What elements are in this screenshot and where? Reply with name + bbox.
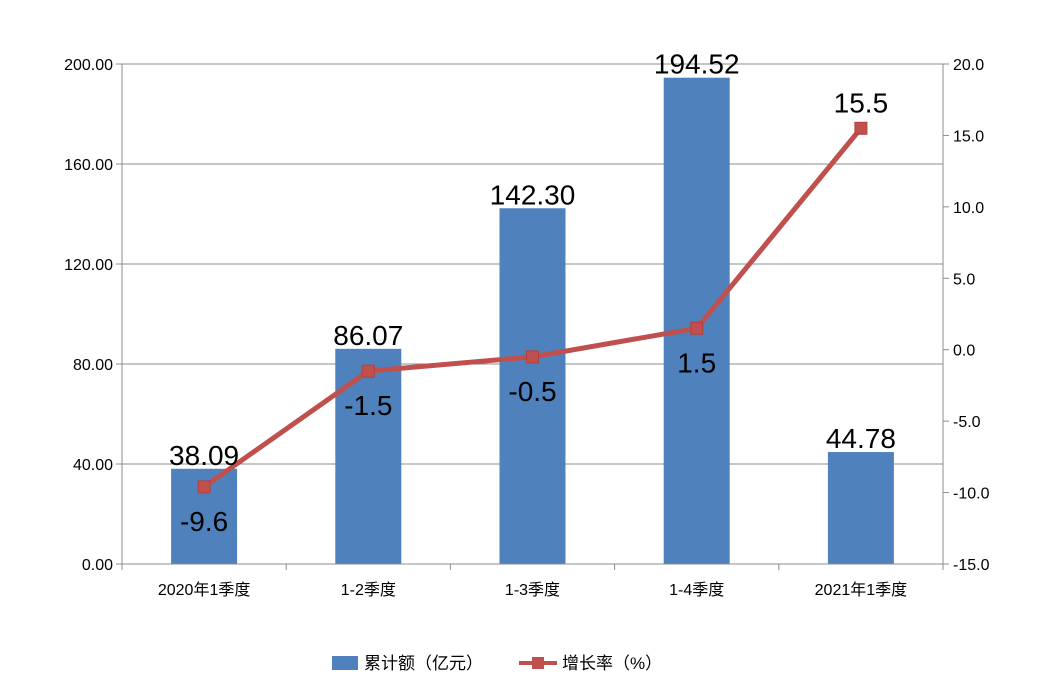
right-axis-tick-label: 20.0 — [953, 57, 984, 74]
bar-value-label: 44.78 — [826, 423, 896, 454]
line-value-label: -1.5 — [344, 390, 392, 421]
bar-value-label: 194.52 — [654, 49, 740, 80]
bar — [335, 348, 402, 564]
right-axis-tick-label: -15.0 — [953, 557, 990, 574]
right-axis-tick-label: 15.0 — [953, 128, 984, 145]
legend-swatch-marker — [532, 657, 544, 669]
legend-swatch-bar — [332, 656, 358, 670]
line-value-label: 1.5 — [677, 347, 716, 378]
x-axis-category-label: 1-4季度 — [669, 581, 724, 599]
legend-label-bar: 累计额（亿元） — [364, 654, 483, 673]
left-axis-tick-label: 120.00 — [64, 257, 113, 274]
right-axis-tick-label: -10.0 — [953, 486, 990, 503]
x-axis-category-label: 2021年1季度 — [815, 581, 908, 599]
bar-value-label: 38.09 — [169, 440, 239, 471]
line-marker — [197, 480, 211, 494]
line-marker — [526, 350, 539, 364]
line-marker — [854, 121, 868, 135]
line-series — [197, 121, 868, 494]
x-axis-category-label: 1-3季度 — [505, 581, 560, 599]
left-axis-tick-label: 40.00 — [73, 457, 113, 474]
line-value-label: -9.6 — [180, 506, 228, 537]
left-axis-tick-label: 0.00 — [82, 557, 113, 574]
right-axis-tick-label: -5.0 — [953, 414, 981, 431]
legend: 累计额（亿元） 增长率（%） — [332, 654, 662, 673]
bar-value-label: 142.30 — [490, 179, 576, 210]
axes: 0.00 40.00 80.00 120.00 160.00 200.00 -15.0 -10… — [64, 57, 990, 599]
left-axis-tick-label: 80.00 — [73, 357, 113, 374]
bar-value-label: 86.07 — [333, 320, 403, 351]
left-axis-tick-label: 200.00 — [64, 57, 113, 74]
right-axis-tick-label: 0.0 — [953, 343, 975, 360]
bar — [663, 77, 730, 564]
x-axis-category-label: 1-2季度 — [341, 581, 396, 599]
bar — [827, 452, 894, 564]
legend-label-line: 增长率（%） — [562, 654, 662, 673]
bar — [499, 208, 566, 564]
left-axis-tick-label: 160.00 — [64, 157, 113, 174]
line-value-label: 15.5 — [834, 87, 889, 118]
x-axis-category-label: 2020年1季度 — [158, 581, 251, 599]
line-value-label: -0.5 — [508, 376, 556, 407]
right-axis-tick-label: 5.0 — [953, 271, 975, 288]
right-axis-tick-label: 10.0 — [953, 200, 984, 217]
bar-series — [171, 77, 894, 564]
line-marker — [690, 321, 704, 335]
data-labels: 38.09 86.07 142.30 194.52 44.78 -9.6 -1.5 -0.5 1… — [169, 49, 896, 537]
line-marker — [361, 364, 375, 378]
